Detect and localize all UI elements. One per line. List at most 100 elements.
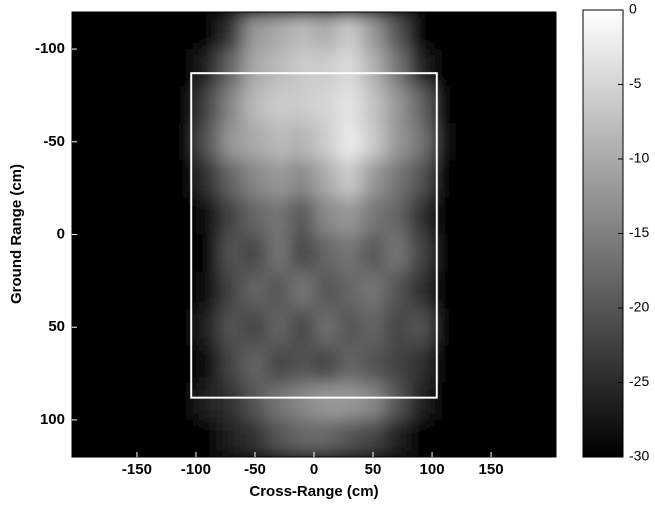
heat-cell (432, 382, 456, 420)
heat-cell (337, 308, 362, 346)
heat-cell (219, 49, 244, 87)
heat-cell (219, 123, 244, 161)
heat-cell (195, 197, 220, 235)
heat-cell (432, 197, 456, 235)
heat-cell (432, 271, 456, 309)
heat-cell (290, 271, 314, 309)
heat-cell (408, 12, 433, 50)
y-tick-label: 0 (57, 225, 65, 242)
colorbar-tick-label: -10 (629, 150, 649, 166)
heat-cell (266, 197, 291, 235)
y-tick-label: -50 (43, 133, 65, 150)
heat-cell (195, 382, 220, 420)
heat-cell (243, 12, 267, 50)
heat-cell (314, 271, 338, 309)
heat-cell (361, 419, 385, 457)
heat-cell (243, 197, 267, 235)
heat-cell (266, 419, 291, 457)
heat-cell (219, 345, 244, 383)
heat-cell (195, 160, 220, 198)
colorbar-tick-label: -20 (629, 299, 649, 315)
heat-cell (432, 419, 456, 457)
heat-cell (408, 160, 433, 198)
heat-cell (432, 12, 456, 50)
heat-cell (337, 382, 362, 420)
heat-cell (408, 49, 433, 87)
heat-cell (384, 234, 409, 272)
heat-cell (337, 123, 362, 161)
x-tick-label: -50 (244, 461, 266, 478)
heat-cell (243, 419, 267, 457)
heat-cell (266, 308, 291, 346)
heat-cell (195, 12, 220, 50)
x-axis-label: Cross-Range (cm) (249, 483, 378, 500)
heat-cell (243, 86, 267, 124)
heat-cell (172, 12, 196, 50)
heat-cell (266, 382, 291, 420)
heat-cell (172, 382, 196, 420)
heat-cell (361, 382, 385, 420)
heat-cell (314, 86, 338, 124)
heat-cell (195, 234, 220, 272)
colorbar-tick-label: -5 (629, 75, 642, 91)
colorbar-tick-label: 0 (629, 1, 637, 17)
heat-cell (337, 86, 362, 124)
heat-cell (219, 382, 244, 420)
heat-cell (408, 123, 433, 161)
heat-cell (172, 160, 196, 198)
y-axis-label: Ground Range (cm) (8, 164, 25, 304)
heat-cell (243, 123, 267, 161)
heat-cell (361, 271, 385, 309)
heat-cell (408, 419, 433, 457)
heat-cell (408, 345, 433, 383)
heat-cell (337, 160, 362, 198)
heat-cell (219, 160, 244, 198)
heat-cell (195, 271, 220, 309)
heat-cell (384, 382, 409, 420)
heat-cell (314, 49, 338, 87)
heat-cell (290, 123, 314, 161)
heat-cell (337, 419, 362, 457)
heat-cell (337, 12, 362, 50)
heat-cell (195, 49, 220, 87)
heat-cell (314, 234, 338, 272)
x-tick-label: 50 (365, 461, 382, 478)
y-tick-label: 50 (48, 318, 65, 335)
colorbar-tick-label: -25 (629, 373, 649, 389)
heat-cell (290, 234, 314, 272)
heat-cell (432, 123, 456, 161)
heat-cell (172, 49, 196, 87)
heat-cell (361, 12, 385, 50)
heat-cell (195, 308, 220, 346)
y-tick-label: -100 (35, 40, 65, 57)
heat-cell (384, 123, 409, 161)
heat-cell (219, 271, 244, 309)
heat-cell (432, 49, 456, 87)
heat-cell (432, 308, 456, 346)
heat-cell (290, 49, 314, 87)
heat-cell (219, 197, 244, 235)
heat-cell (243, 345, 267, 383)
heat-cell (408, 234, 433, 272)
heat-cell (432, 234, 456, 272)
x-tick-label: 150 (479, 461, 504, 478)
heat-cell (337, 197, 362, 235)
heat-cell (384, 12, 409, 50)
x-tick-label: -150 (122, 461, 152, 478)
heat-cell (314, 197, 338, 235)
heat-cell (243, 308, 267, 346)
heat-cell (243, 160, 267, 198)
heat-cell (172, 308, 196, 346)
heat-cell (408, 86, 433, 124)
heat-cell (195, 419, 220, 457)
heat-cell (314, 12, 338, 50)
heat-cell (384, 419, 409, 457)
heat-cell (266, 271, 291, 309)
region-box (190, 72, 438, 399)
heat-cell (290, 86, 314, 124)
heat-cell (384, 160, 409, 198)
heat-cell (172, 345, 196, 383)
heat-cell (290, 345, 314, 383)
heat-cell (384, 197, 409, 235)
